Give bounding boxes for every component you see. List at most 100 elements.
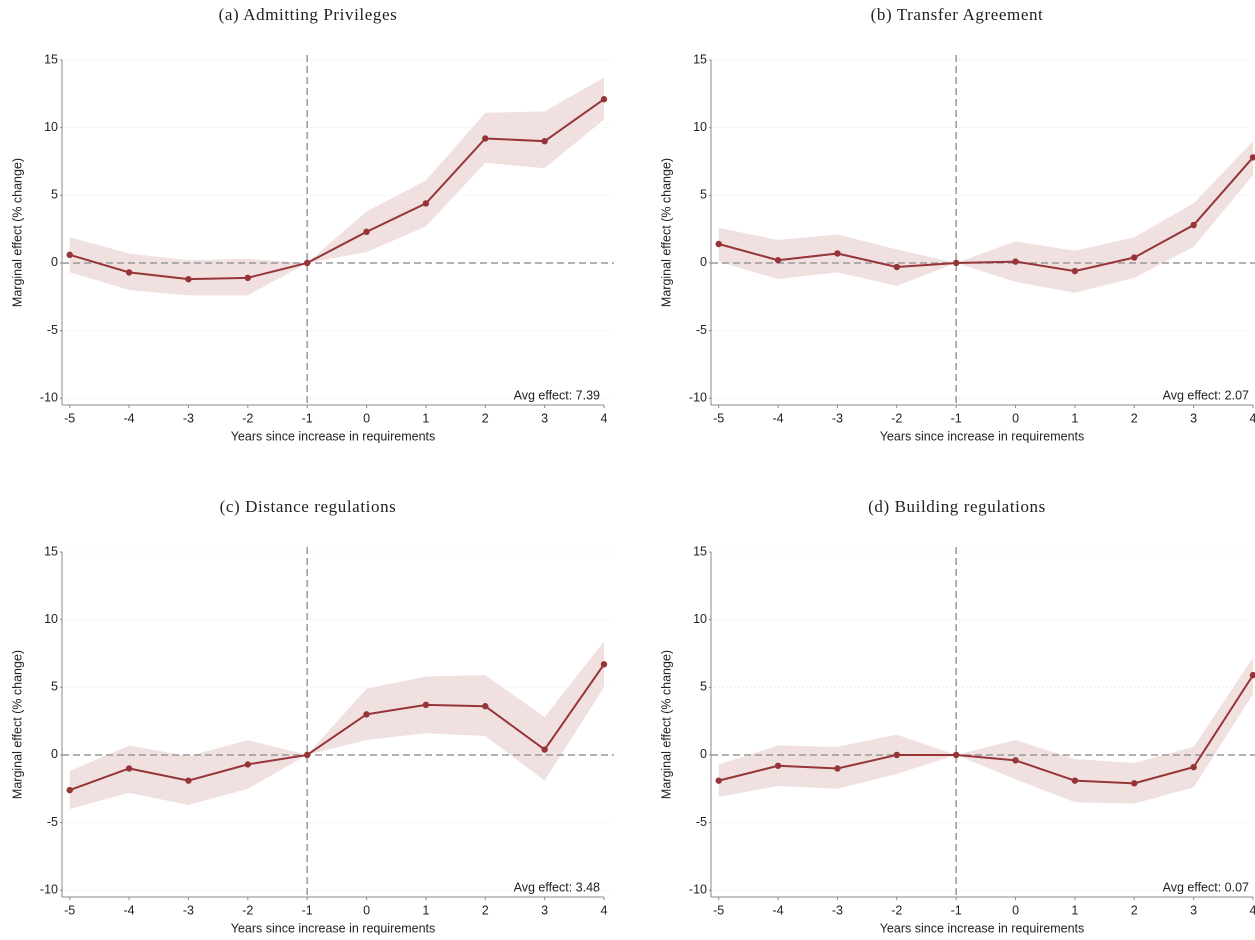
x-tick-label: 4	[601, 903, 608, 917]
x-tick-label: -4	[124, 411, 135, 425]
point	[1249, 671, 1255, 679]
x-tick-label: -5	[713, 903, 724, 917]
panel-title: (d) Building regulations	[868, 497, 1046, 516]
point	[1012, 258, 1019, 265]
x-tick-label: -4	[124, 903, 135, 917]
y-tick-label: -10	[40, 883, 58, 897]
point	[600, 661, 608, 668]
point	[125, 765, 133, 772]
x-tick-label: -5	[64, 903, 75, 917]
x-tick-label: 0	[1012, 411, 1019, 425]
point	[893, 263, 901, 271]
x-tick-label: -2	[242, 903, 253, 917]
y-tick-label: 10	[44, 612, 58, 626]
point	[422, 200, 430, 207]
confidence-band	[69, 77, 605, 296]
y-tick-label: -10	[40, 391, 58, 405]
point	[244, 761, 252, 768]
x-tick-label: -4	[773, 411, 784, 425]
x-tick-label: -1	[951, 411, 962, 425]
panel: (c) Distance regulations -10 -5 0 5 10 15 -5 -4 -…	[10, 497, 614, 935]
point	[541, 137, 548, 145]
series-line	[69, 663, 605, 792]
panel-title: (b) Transfer Agreement	[871, 5, 1044, 24]
point	[66, 786, 73, 794]
x-tick-label: 1	[422, 411, 429, 425]
point	[363, 228, 370, 236]
x-tick-label: -4	[773, 903, 784, 917]
point	[1071, 267, 1079, 275]
x-tick-label: 3	[1190, 411, 1197, 425]
y-axis-label: Marginal effect (% change)	[10, 158, 24, 307]
point	[1012, 757, 1019, 764]
point	[774, 762, 782, 769]
x-tick-label: 3	[541, 903, 548, 917]
y-tick-label: 0	[51, 747, 58, 761]
x-tick-label: 3	[541, 411, 548, 425]
y-tick-label: 10	[44, 120, 58, 134]
x-tick-label: 4	[601, 411, 608, 425]
x-tick-label: 2	[482, 411, 489, 425]
x-tick-label: 1	[1071, 411, 1078, 425]
x-tick-label: -2	[891, 411, 902, 425]
point	[1190, 221, 1197, 229]
y-tick-label: -10	[689, 391, 707, 405]
point	[1249, 154, 1255, 161]
y-tick-label: 15	[44, 544, 58, 558]
y-tick-label: 5	[51, 680, 58, 694]
y-tick-label: 5	[700, 680, 707, 694]
panel-title: (a) Admitting Privileges	[219, 5, 398, 24]
x-tick-label: -3	[832, 411, 843, 425]
point	[363, 711, 370, 718]
x-tick-label: -5	[64, 411, 75, 425]
series-line	[718, 674, 1254, 785]
y-tick-label: -10	[689, 883, 707, 897]
y-tick-label: 5	[700, 188, 707, 202]
confidence-band	[718, 657, 1253, 804]
point	[1131, 780, 1138, 787]
point	[303, 751, 311, 759]
annotation: Avg effect: 7.39	[514, 388, 600, 402]
y-tick-label: -5	[696, 323, 707, 337]
x-tick-label: -2	[242, 411, 253, 425]
point	[952, 751, 960, 759]
panel-title: (c) Distance regulations	[220, 497, 397, 516]
point	[715, 240, 722, 248]
x-tick-label: -3	[183, 903, 194, 917]
annotation: Avg effect: 3.48	[514, 880, 600, 894]
x-tick-label: 4	[1250, 411, 1255, 425]
point	[774, 257, 782, 264]
x-tick-label: -1	[302, 903, 313, 917]
point	[834, 765, 841, 772]
point	[1131, 254, 1138, 261]
y-axis-label: Marginal effect (% change)	[659, 650, 673, 799]
y-tick-label: -5	[47, 815, 58, 829]
y-tick-label: 15	[693, 544, 707, 558]
y-tick-label: 5	[51, 188, 58, 202]
y-tick-label: 0	[700, 747, 707, 761]
x-axis-label: Years since increase in requirements	[231, 429, 436, 443]
y-tick-label: 15	[693, 52, 707, 66]
point	[185, 777, 192, 784]
x-tick-label: -5	[713, 411, 724, 425]
point	[482, 135, 489, 142]
x-tick-label: -3	[183, 411, 194, 425]
x-tick-label: 0	[1012, 903, 1019, 917]
point	[244, 274, 252, 282]
confidence-band	[69, 641, 605, 810]
point	[541, 746, 548, 753]
y-tick-label: 10	[693, 120, 707, 134]
x-tick-label: -1	[951, 903, 962, 917]
point	[125, 269, 133, 276]
point	[482, 703, 489, 710]
series-line	[69, 98, 605, 281]
point	[600, 96, 608, 103]
y-tick-label: -5	[696, 815, 707, 829]
point	[66, 251, 73, 259]
x-tick-label: 2	[482, 903, 489, 917]
point	[952, 259, 960, 267]
y-tick-label: 0	[51, 255, 58, 269]
y-axis-label: Marginal effect (% change)	[10, 650, 24, 799]
